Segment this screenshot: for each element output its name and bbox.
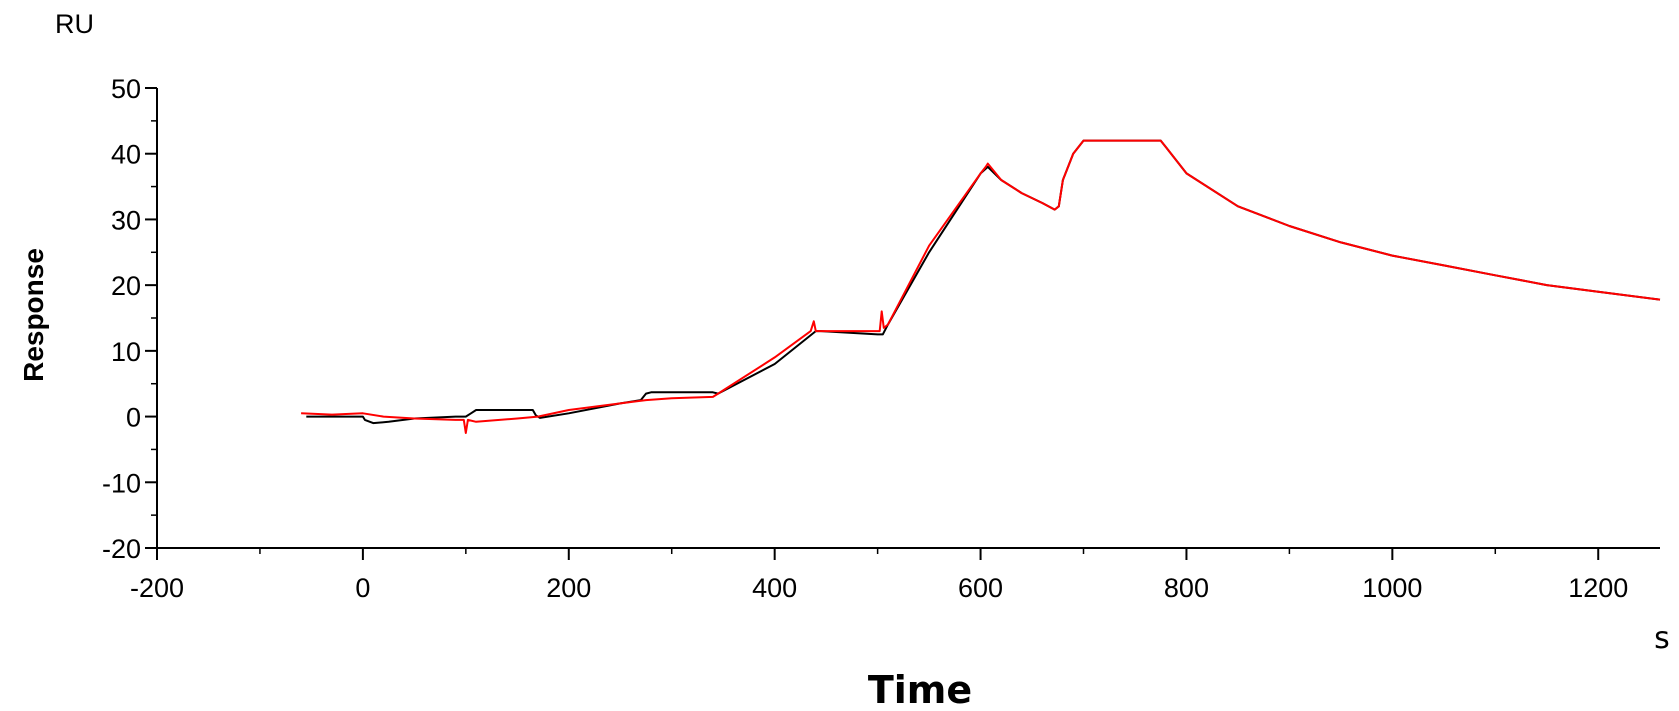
series-line-2 bbox=[301, 139, 1661, 434]
y-tick-label: 50 bbox=[111, 74, 141, 104]
x-tick-label: 1200 bbox=[1568, 573, 1628, 603]
plot-area bbox=[301, 139, 1661, 434]
y-tick-label: 20 bbox=[111, 271, 141, 301]
y-tick-label: -20 bbox=[102, 534, 141, 564]
y-tick-label: 0 bbox=[126, 403, 141, 433]
series-line-1 bbox=[306, 139, 1661, 425]
x-tick-label: 0 bbox=[355, 573, 370, 603]
y-tick-label: 10 bbox=[111, 337, 141, 367]
x-axis-title: Time bbox=[868, 668, 972, 711]
x-tick-label: 600 bbox=[958, 573, 1003, 603]
x-unit-label: s bbox=[1654, 621, 1670, 656]
x-tick-label: 800 bbox=[1164, 573, 1209, 603]
y-tick-label: 30 bbox=[111, 205, 141, 235]
y-tick-label: -10 bbox=[102, 468, 141, 498]
x-tick-label: 400 bbox=[752, 573, 797, 603]
axes: 50 40 30 20 10 0 -10 -20 -200 0 200 400 600 800 1000 12… bbox=[102, 74, 1660, 603]
y-axis-title: Response bbox=[18, 248, 49, 382]
y-tick-label: 40 bbox=[111, 140, 141, 170]
x-tick-label: 1000 bbox=[1362, 573, 1422, 603]
y-unit-label: RU bbox=[55, 9, 94, 39]
x-tick-label: 200 bbox=[546, 573, 591, 603]
x-tick-label: -200 bbox=[130, 573, 184, 603]
